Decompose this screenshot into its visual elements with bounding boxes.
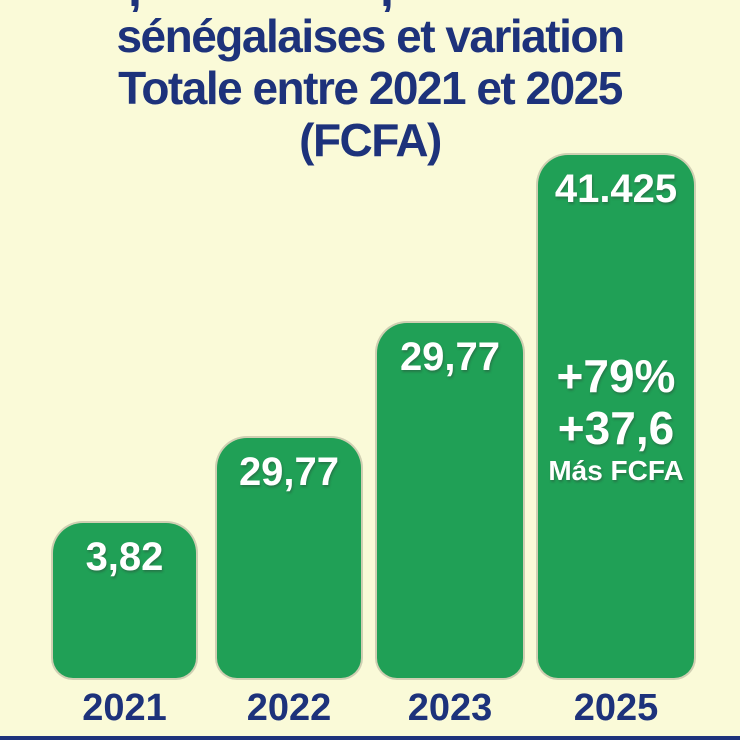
variation-percent: +79% xyxy=(556,350,676,402)
chart-title-line-1: sénégalaises et variation xyxy=(116,10,625,62)
chart-title-line-2: Totale entre 2021 et 2025 xyxy=(118,62,623,114)
bar-2025: 41.425 +79% +37,6 Más FCFA xyxy=(538,155,694,678)
chart-title-line-3: (FCFA) xyxy=(299,114,442,166)
bar-value-2025: 41.425 xyxy=(554,167,678,211)
variation-absolute: +37,6 xyxy=(557,402,675,454)
axis-label-2022: 2022 xyxy=(246,687,332,729)
chart-title: sénégalaises et variation Totale entre 2… xyxy=(0,10,740,166)
bar-2021: 3,82 xyxy=(53,523,196,678)
axis-label-2025: 2025 xyxy=(573,687,659,729)
clipped-title-line: , , xyxy=(0,0,740,12)
variation-annotation: +79% +37,6 Más FCFA xyxy=(538,350,694,488)
bar-2023: 29,77 xyxy=(377,323,523,678)
bar-2022: 29,77 xyxy=(217,438,361,678)
bar-value-2022: 29,77 xyxy=(238,450,340,494)
comma-descender-fragment: , xyxy=(128,0,142,12)
bar-value-2021: 3,82 xyxy=(85,535,164,579)
variation-unit: Más FCFA xyxy=(548,455,684,486)
comma-descender-fragment: , xyxy=(380,0,394,12)
bar-value-2023: 29,77 xyxy=(399,335,501,379)
bottom-edge-strip xyxy=(0,736,740,740)
axis-label-2021: 2021 xyxy=(82,687,167,729)
axis-label-2023: 2023 xyxy=(407,687,493,729)
